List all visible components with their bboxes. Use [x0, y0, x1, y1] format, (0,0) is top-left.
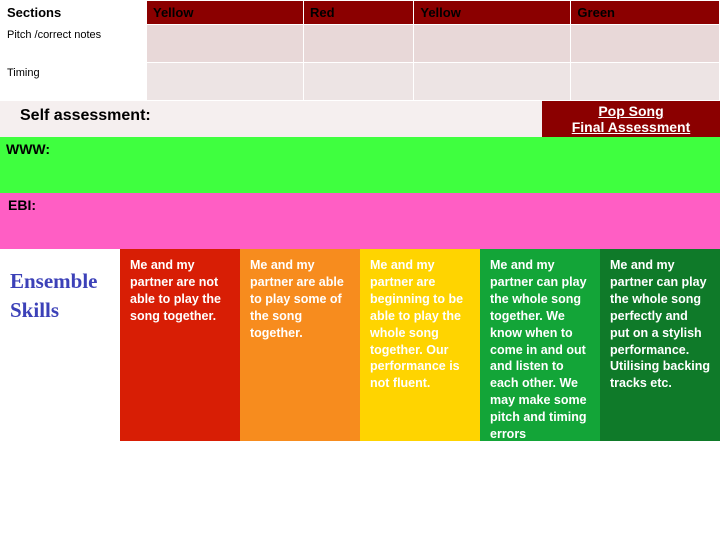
col-green: Green [571, 1, 720, 25]
cell [304, 25, 414, 63]
col-yellow-2: Yellow [414, 1, 571, 25]
ensemble-rubric: Ensemble Skills Me and my partner are no… [0, 249, 720, 441]
pitch-label: Pitch /correct notes [1, 25, 147, 63]
sections-table: Sections Yellow Red Yellow Green Pitch /… [0, 0, 720, 101]
rubric-level-5: Me and my partner can play the whole son… [600, 249, 720, 441]
cell [147, 63, 304, 101]
cell [571, 63, 720, 101]
pop-song-title: Pop Song Final Assessment [542, 101, 720, 137]
rubric-level-3: Me and my partner are beginning to be ab… [360, 249, 480, 441]
rubric-level-2: Me and my partner are able to play some … [240, 249, 360, 441]
col-yellow-1: Yellow [147, 1, 304, 25]
www-label: WWW: [6, 141, 50, 157]
col-red: Red [304, 1, 414, 25]
rubric-level-4: Me and my partner can play the whole son… [480, 249, 600, 441]
table-header-row: Sections Yellow Red Yellow Green [1, 1, 720, 25]
rubric-label: Ensemble Skills [0, 249, 120, 441]
row-timing: Timing [1, 63, 720, 101]
ebi-label: EBI: [8, 197, 36, 213]
timing-label: Timing [1, 63, 147, 101]
title-line1: Pop Song [598, 103, 663, 119]
self-assessment-label: Self assessment: [0, 101, 542, 137]
title-line2: Final Assessment [572, 119, 691, 135]
ebi-section: EBI: [0, 193, 720, 249]
cell [304, 63, 414, 101]
assessment-header: Self assessment: Pop Song Final Assessme… [0, 101, 720, 137]
cell [147, 25, 304, 63]
cell [571, 25, 720, 63]
cell [414, 63, 571, 101]
col-sections: Sections [1, 1, 147, 25]
row-pitch: Pitch /correct notes [1, 25, 720, 63]
www-section: WWW: [0, 137, 720, 193]
rubric-level-1: Me and my partner are not able to play t… [120, 249, 240, 441]
cell [414, 25, 571, 63]
